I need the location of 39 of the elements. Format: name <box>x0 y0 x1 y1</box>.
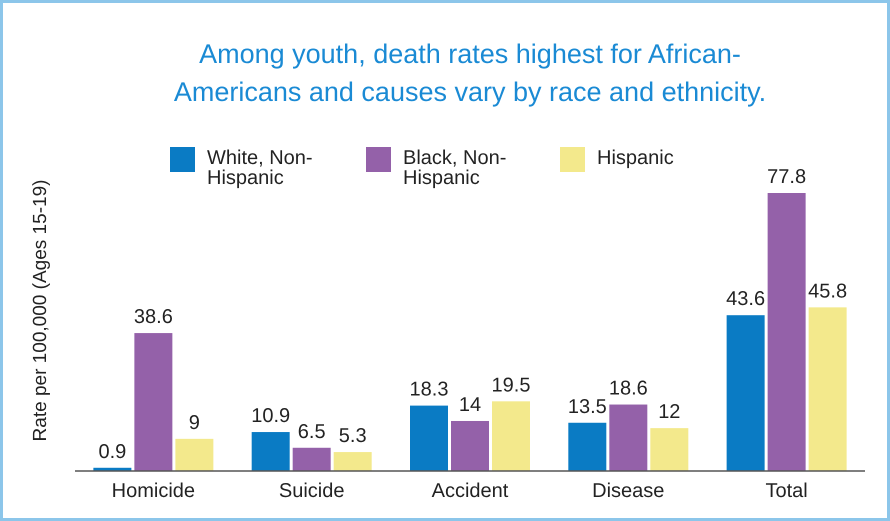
bar <box>492 401 530 471</box>
bar <box>252 432 290 471</box>
bar <box>410 406 448 471</box>
bar <box>726 315 765 471</box>
data-label: 0.9 <box>98 440 126 463</box>
bar <box>334 452 372 471</box>
data-label: 19.5 <box>492 374 530 396</box>
bar <box>568 422 606 471</box>
x-tick-label: Accident <box>432 480 509 502</box>
bar <box>808 307 847 471</box>
bar <box>609 404 648 471</box>
bar <box>650 428 688 471</box>
x-tick-label: Total <box>766 480 808 502</box>
data-label: 18.6 <box>608 378 648 400</box>
bar <box>134 333 172 471</box>
x-tick-label: Disease <box>592 480 664 502</box>
legend-label: Black, Non-Hispanic <box>403 147 506 189</box>
bar <box>175 438 214 471</box>
y-axis-title: Rate per 100,000 (Ages 15-19) <box>30 180 51 442</box>
bar <box>451 420 489 471</box>
data-label: 9 <box>188 412 200 434</box>
data-label: 77.8 <box>767 166 806 188</box>
data-label: 45.8 <box>808 280 848 302</box>
data-label: 6.5 <box>298 420 326 443</box>
data-label: 38.6 <box>134 306 173 328</box>
legend-label: Hispanic <box>597 147 674 169</box>
x-tick-label: Homicide <box>112 480 196 502</box>
chart-title: Among youth, death rates highest for African-Americans and causes vary by race and ethnicity. <box>174 39 766 107</box>
data-label: 5.3 <box>338 425 367 448</box>
legend-label: White, Non-Hispanic <box>207 147 313 189</box>
data-label: 14 <box>458 394 482 416</box>
data-label: 10.9 <box>251 405 290 428</box>
data-label: 12 <box>658 401 680 424</box>
bar <box>768 193 806 471</box>
x-tick-label: Suicide <box>278 480 344 502</box>
data-label: 43.6 <box>726 288 766 310</box>
data-label: 13.5 <box>568 396 607 418</box>
bar <box>292 448 331 471</box>
data-label: 18.3 <box>410 378 448 401</box>
